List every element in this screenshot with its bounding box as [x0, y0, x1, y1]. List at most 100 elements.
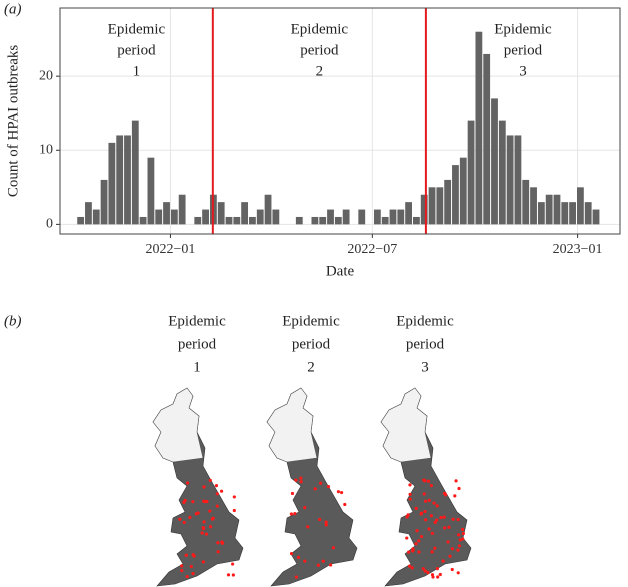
outbreak-point — [299, 480, 303, 484]
bar — [264, 194, 272, 225]
outbreak-point — [191, 553, 195, 557]
map-label: Epidemic — [396, 313, 454, 329]
outbreak-point — [429, 514, 433, 518]
panel-label: (b) — [4, 313, 22, 329]
y-tick-label: 0 — [46, 217, 53, 232]
outbreak-point — [456, 548, 460, 552]
outbreak-point — [319, 481, 323, 485]
outbreak-point — [318, 517, 322, 522]
bar — [85, 202, 92, 225]
map-label: 1 — [193, 359, 201, 375]
outbreak-point — [408, 564, 412, 568]
bar — [100, 179, 108, 225]
bar — [249, 216, 256, 225]
outbreak-point — [458, 538, 462, 542]
outbreak-point — [202, 485, 206, 489]
outbreak-point — [405, 536, 409, 540]
outbreak-point — [296, 555, 301, 559]
outbreak-point — [306, 525, 310, 529]
outbreak-point — [457, 486, 461, 491]
outbreak-point — [209, 525, 213, 529]
bar — [256, 209, 264, 225]
outbreak-point — [201, 525, 205, 530]
period-label: 2 — [316, 63, 324, 79]
outbreak-point — [461, 531, 465, 536]
outbreak-point — [415, 529, 419, 533]
outbreak-point — [460, 527, 465, 532]
bar — [327, 209, 334, 225]
bar — [319, 216, 327, 225]
period-label: Epidemic — [494, 21, 552, 37]
outbreak-point — [324, 523, 328, 527]
outbreak-point — [433, 546, 437, 550]
bar — [225, 216, 233, 225]
outbreak-point — [231, 573, 235, 577]
outbreak-point — [450, 567, 454, 572]
bar — [217, 202, 225, 225]
outbreak-point — [426, 570, 430, 575]
outbreak-point — [435, 567, 439, 571]
outbreak-point — [424, 518, 428, 522]
y-tick-label: 10 — [39, 142, 53, 157]
outbreak-point — [408, 497, 412, 501]
outbreak-point — [313, 487, 317, 491]
bar — [428, 187, 436, 225]
outbreak-point — [424, 499, 428, 503]
bar — [311, 216, 319, 225]
outbreak-point — [294, 478, 298, 482]
outbreak-point — [321, 559, 325, 563]
outbreak-point — [185, 574, 189, 579]
bar — [194, 216, 202, 225]
bar — [436, 187, 444, 225]
bar — [139, 216, 147, 225]
outbreak-point — [201, 560, 205, 564]
outbreak-point — [200, 531, 204, 535]
outbreak-point — [216, 550, 220, 554]
bar — [576, 187, 584, 225]
outbreak-point — [339, 490, 344, 495]
outbreak-point — [316, 563, 320, 567]
panel-label: (a) — [4, 1, 22, 17]
outbreak-point — [204, 532, 209, 536]
bar — [514, 135, 522, 225]
outbreak-point — [191, 500, 195, 504]
outbreak-point — [410, 566, 414, 570]
bar — [592, 209, 600, 225]
outbreak-point — [219, 489, 224, 493]
outbreak-point — [430, 550, 434, 554]
outbreak-point — [417, 550, 421, 554]
outbreak-point — [183, 498, 187, 502]
outbreak-point — [191, 572, 195, 576]
outbreak-point — [414, 542, 418, 546]
outbreak-point — [293, 511, 297, 516]
period-label: Epidemic — [291, 21, 349, 37]
outbreak-point — [203, 500, 207, 504]
map-label: Epidemic — [168, 313, 226, 329]
period-label: period — [300, 42, 339, 58]
outbreak-point — [427, 527, 431, 531]
outbreak-point — [303, 559, 307, 563]
outbreak-point — [446, 540, 450, 544]
outbreak-point — [211, 516, 215, 520]
outbreak-point — [429, 483, 434, 488]
outbreak-point — [289, 512, 294, 516]
bar — [483, 53, 491, 225]
outbreak-point — [414, 506, 418, 511]
bar — [506, 135, 514, 225]
bar — [498, 120, 506, 225]
map-label: period — [406, 336, 445, 352]
outbreak-point — [303, 506, 307, 510]
map-label: 2 — [307, 359, 315, 375]
period-label: period — [504, 42, 543, 58]
outbreak-point — [407, 550, 411, 554]
map-highlands — [380, 387, 432, 463]
outbreak-point — [419, 534, 424, 539]
bar — [272, 209, 280, 225]
bar — [295, 216, 303, 225]
outbreak-point — [408, 492, 412, 496]
bar — [342, 209, 350, 225]
bar — [553, 194, 561, 225]
outbreak-point — [326, 485, 331, 489]
bar — [241, 202, 249, 225]
bar — [530, 187, 537, 225]
